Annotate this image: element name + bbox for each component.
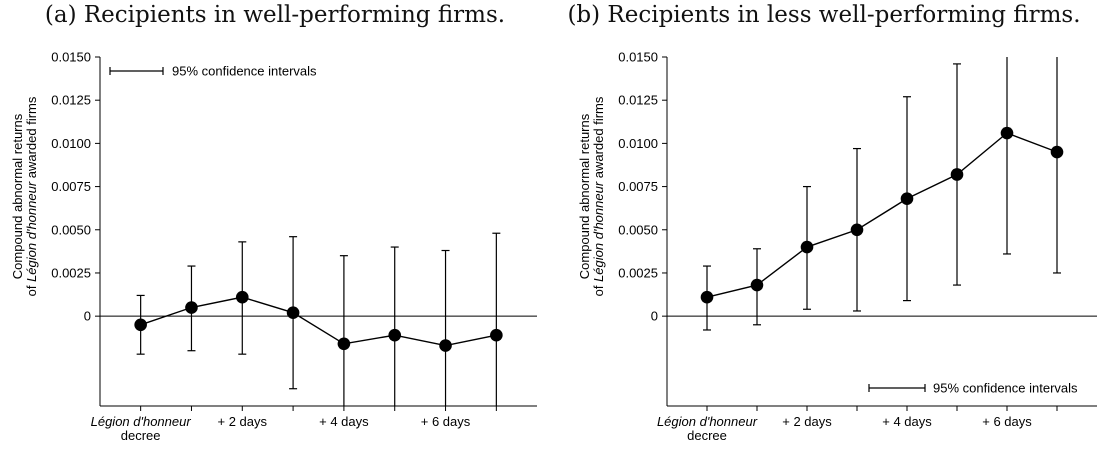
x-tick-label: + 6 days bbox=[421, 414, 471, 429]
y-tick-label: 0 bbox=[651, 309, 658, 324]
y-axis-label-suffix: awarded firms bbox=[24, 96, 39, 182]
y-axis-label-suffix: awarded firms bbox=[591, 96, 606, 182]
data-point bbox=[1000, 126, 1014, 140]
y-tick-label: 0.0150 bbox=[51, 50, 91, 65]
chart-title: (a) Recipients in well-performing firms. bbox=[44, 2, 506, 28]
y-tick-label: 0.0125 bbox=[618, 93, 658, 108]
x-tick-label: + 2 days bbox=[782, 414, 832, 429]
y-tick-label: 0.0075 bbox=[618, 179, 658, 194]
x-tick-label: decree bbox=[687, 428, 727, 443]
data-point bbox=[235, 290, 249, 304]
x-tick-label: + 4 days bbox=[882, 414, 932, 429]
y-tick-label: 0.0100 bbox=[618, 136, 658, 151]
x-tick-label: decree bbox=[121, 428, 161, 443]
y-tick-label: 0.0100 bbox=[51, 136, 91, 151]
data-point bbox=[1050, 145, 1064, 159]
legend-text: 95% confidence intervals bbox=[172, 64, 317, 79]
data-point bbox=[337, 337, 351, 351]
y-axis-label-line2: of Légion d'honneur awarded firms bbox=[24, 96, 39, 296]
y-axis-label-line1: Compound abnormal returns bbox=[577, 113, 592, 279]
y-tick-label: 0.0075 bbox=[51, 179, 91, 194]
chart-a-plot: 0 0.0025 0.0050 0.0075 0.0100 0.0125 0.0150 Lég… bbox=[10, 50, 537, 443]
data-point bbox=[388, 328, 402, 342]
series-line bbox=[706, 132, 1058, 298]
y-tick-label: 0.0025 bbox=[618, 265, 658, 280]
legend-text: 95% confidence intervals bbox=[933, 381, 1078, 396]
y-tick-label: 0.0050 bbox=[51, 222, 91, 237]
data-point bbox=[850, 223, 864, 237]
x-tick-label: + 6 days bbox=[982, 414, 1032, 429]
y-tick-label: 0.0025 bbox=[51, 265, 91, 280]
y-axis-label-italic: Légion d'honneur bbox=[24, 181, 39, 282]
data-point bbox=[750, 278, 764, 292]
y-axis-label-italic: Légion d'honneur bbox=[591, 181, 606, 282]
y-axis-label-prefix: of bbox=[591, 282, 606, 296]
y-tick-label: 0 bbox=[84, 309, 91, 324]
data-point bbox=[900, 192, 914, 205]
x-tick-label: + 4 days bbox=[319, 414, 369, 429]
panel-b: (b) Recipients in less well-performing f… bbox=[549, 0, 1099, 450]
y-axis-label-line1: Compound abnormal returns bbox=[10, 113, 25, 279]
data-point bbox=[134, 318, 147, 332]
y-axis-label-line2: of Légion d'honneur awarded firms bbox=[591, 96, 606, 296]
x-tick-label: + 2 days bbox=[218, 414, 268, 429]
x-tick-label: Légion d'honneur bbox=[657, 414, 758, 429]
y-axis-label-prefix: of bbox=[24, 282, 39, 296]
panel-a: (a) Recipients in well-performing firms.… bbox=[10, 2, 537, 443]
chart-b-plot: 0 0.0025 0.0050 0.0075 0.0100 0.0125 0.0150 Lég… bbox=[577, 50, 1097, 443]
data-point bbox=[286, 306, 300, 320]
data-point bbox=[950, 168, 964, 181]
chart-title: (b) Recipients in less well-performing f… bbox=[567, 2, 1081, 28]
y-tick-label: 0.0050 bbox=[618, 222, 658, 237]
data-point bbox=[800, 240, 814, 254]
data-point bbox=[439, 339, 452, 352]
data-point bbox=[185, 301, 198, 314]
series-line bbox=[140, 296, 497, 347]
y-tick-label: 0.0150 bbox=[618, 50, 658, 65]
data-point bbox=[490, 328, 503, 342]
y-tick-label: 0.0125 bbox=[51, 93, 91, 108]
x-tick-label: Légion d'honneur bbox=[91, 414, 192, 429]
data-point bbox=[700, 290, 714, 304]
